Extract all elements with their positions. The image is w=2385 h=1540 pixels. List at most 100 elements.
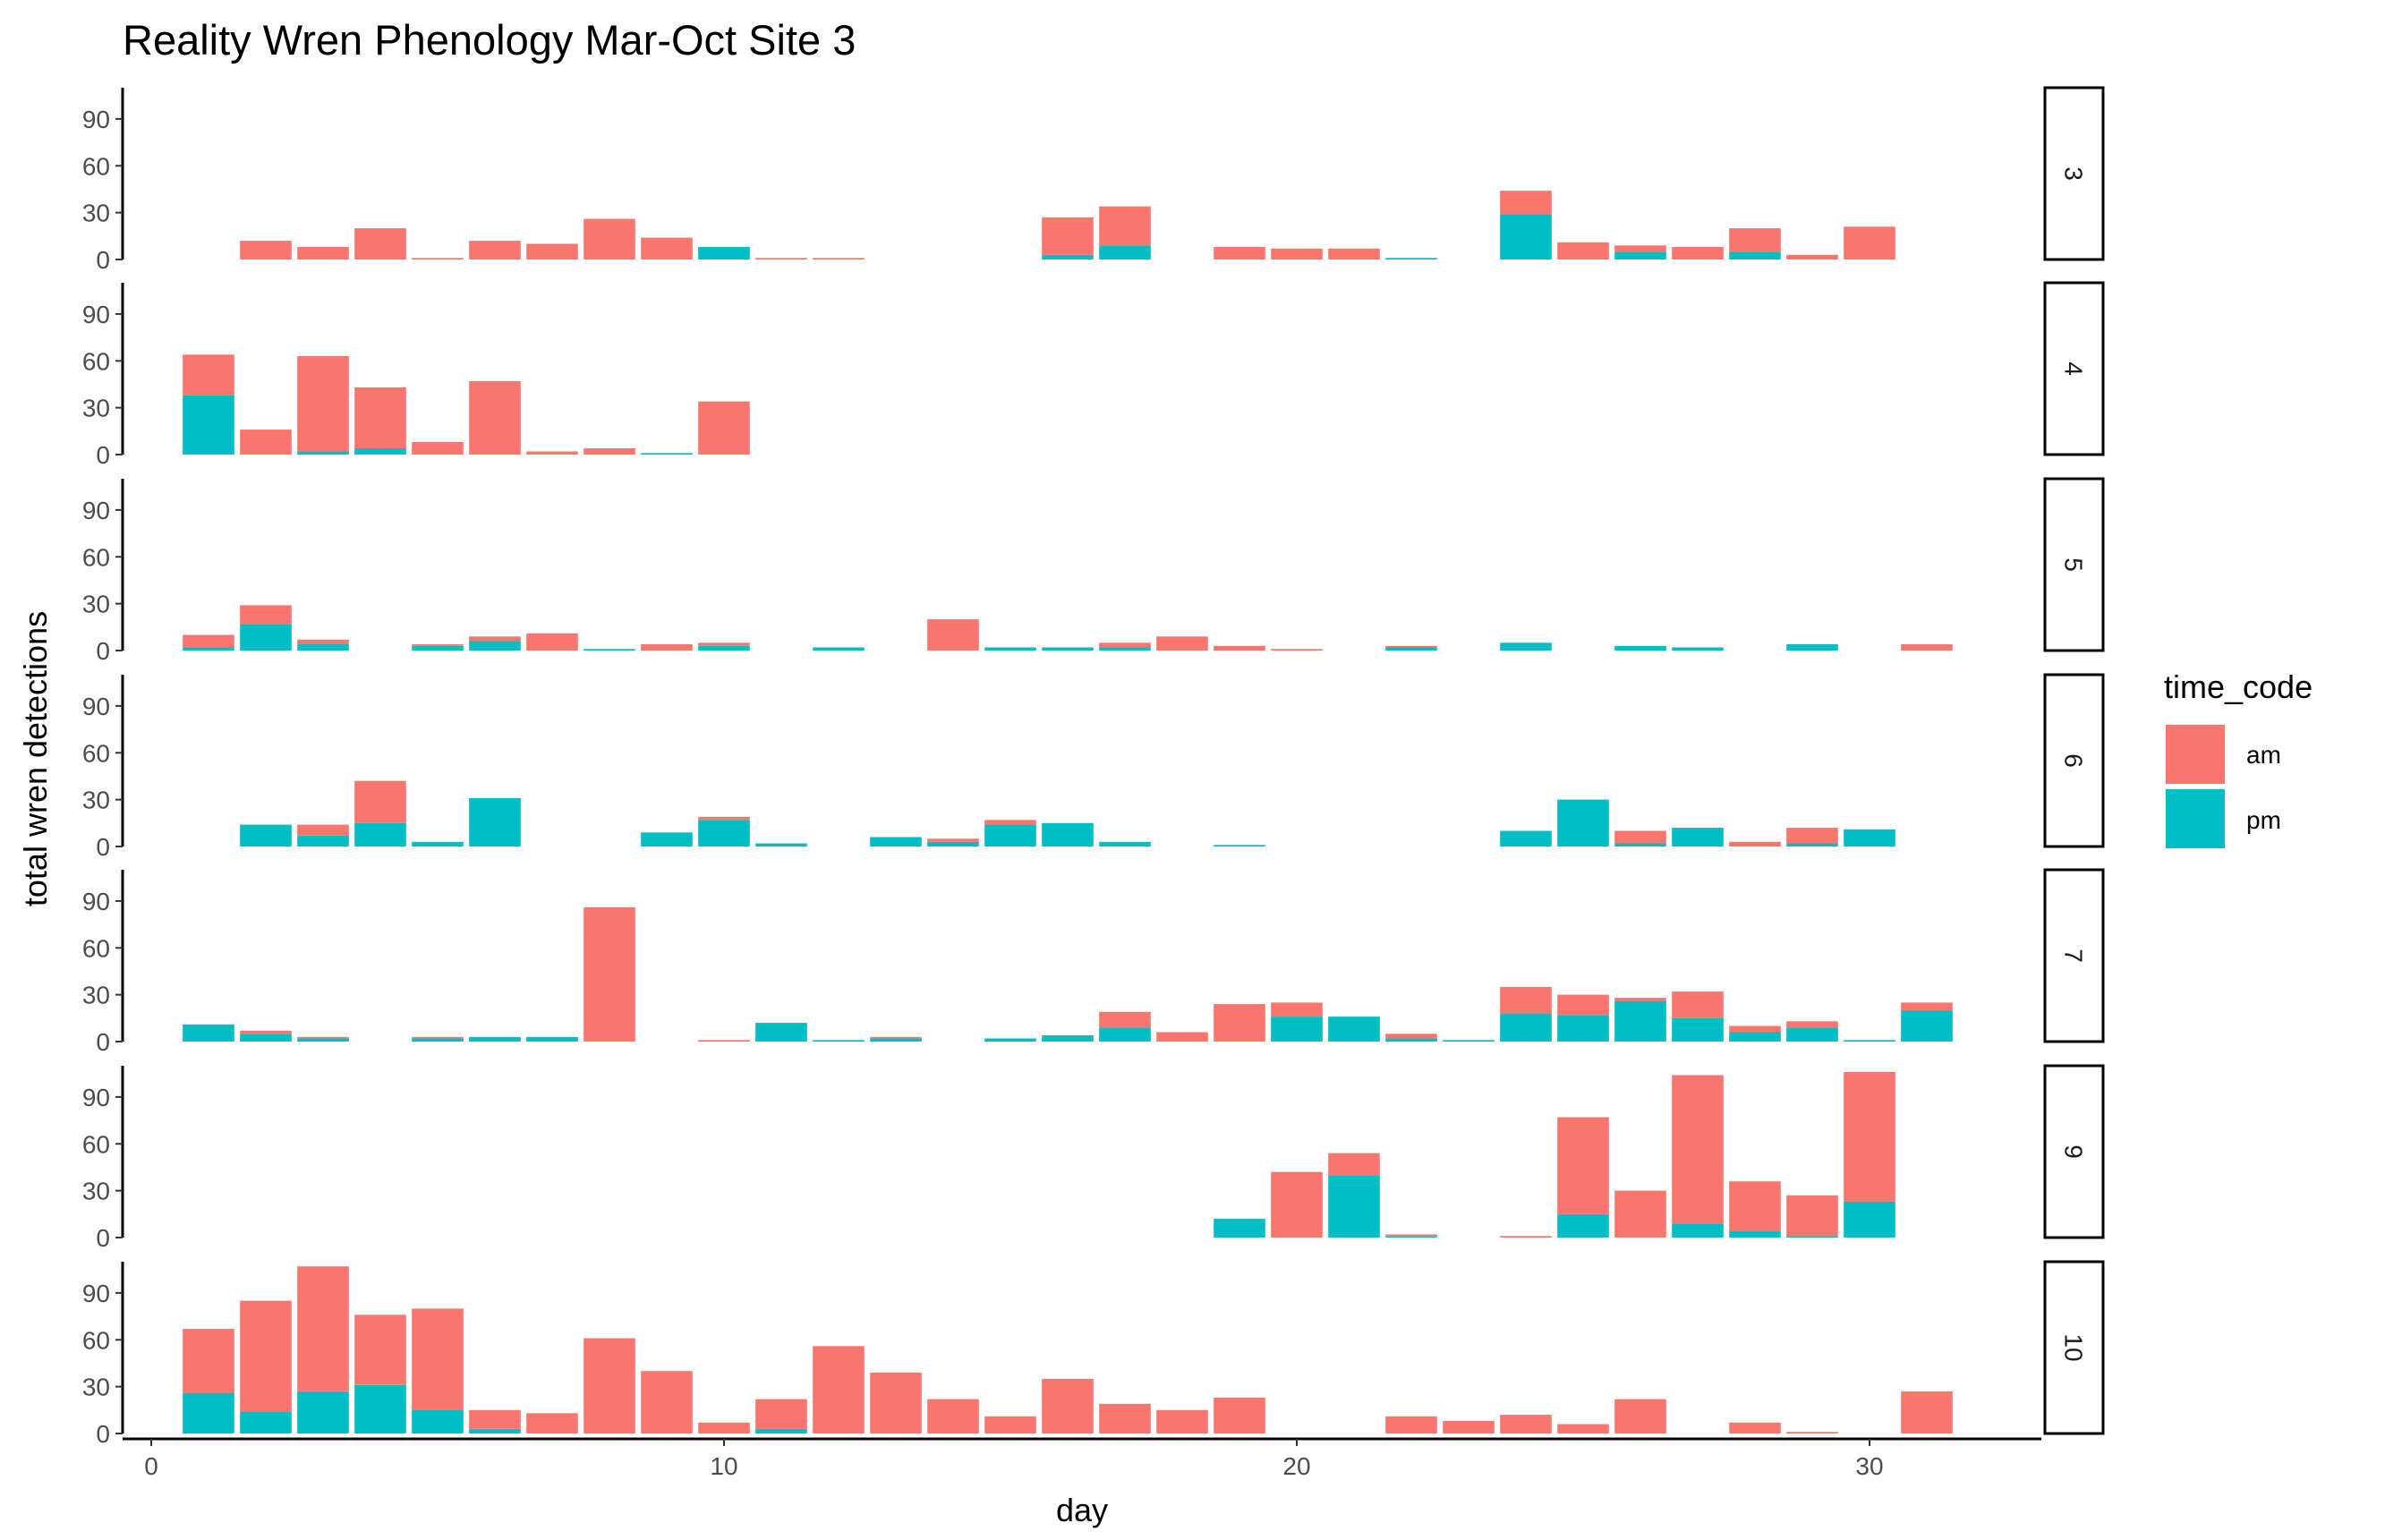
bar-pm-month-6-day-2 (240, 824, 292, 847)
bar-pm-month-7-day-23 (1443, 1040, 1495, 1042)
bar-am-month-4-day-3 (297, 356, 349, 452)
legend-label-am: am (2246, 741, 2281, 769)
bar-pm-month-7-day-22 (1385, 1038, 1437, 1042)
facet-strip (2043, 1260, 2105, 1435)
bar-am-month-3-day-6 (469, 241, 521, 260)
bar-am-month-7-day-27 (1672, 991, 1724, 1018)
bar-pm-month-5-day-12 (813, 647, 865, 651)
bar-pm-month-9-day-29 (1786, 1236, 1838, 1238)
bar-am-month-7-day-19 (1214, 1004, 1265, 1042)
bar-am-month-10-day-7 (526, 1413, 578, 1434)
bar-am-month-6-day-10 (698, 816, 750, 821)
bar-pm-month-6-day-29 (1786, 843, 1838, 847)
bar-pm-month-7-day-27 (1672, 1017, 1724, 1042)
bar-pm-month-5-day-17 (1099, 647, 1151, 651)
y-tick-label: 0 (96, 441, 110, 469)
bar-am-month-4-day-6 (469, 381, 521, 455)
panel-month-10: 0 30 60 90 10 (82, 1260, 2105, 1448)
y-tick-label: 90 (82, 1084, 110, 1111)
bar-pm-month-3-day-17 (1099, 245, 1151, 260)
facet-strip (2043, 477, 2105, 652)
bar-pm-month-10-day-5 (412, 1409, 464, 1434)
bar-am-month-9-day-27 (1672, 1075, 1724, 1224)
bar-am-month-10-day-4 (354, 1315, 406, 1385)
bar-pm-month-5-day-29 (1786, 644, 1838, 651)
bar-am-month-7-day-13 (870, 1036, 922, 1039)
bar-am-month-10-day-8 (583, 1338, 635, 1434)
bar-pm-month-3-day-10 (698, 247, 750, 260)
bar-am-month-7-day-5 (412, 1036, 464, 1039)
bar-pm-month-5-day-2 (240, 624, 292, 651)
bar-pm-month-7-day-7 (526, 1036, 578, 1042)
bar-am-month-4-day-7 (526, 451, 578, 455)
bar-am-month-9-day-26 (1614, 1190, 1666, 1238)
bar-pm-month-4-day-3 (297, 451, 349, 455)
bar-am-month-4-day-8 (583, 448, 635, 455)
bar-pm-month-5-day-10 (698, 645, 750, 651)
x-tick-label: 0 (144, 1452, 158, 1480)
bar-am-month-10-day-12 (813, 1346, 865, 1434)
bar-am-month-5-day-19 (1214, 645, 1265, 651)
bar-pm-month-6-day-24 (1500, 830, 1552, 847)
bar-am-month-5-day-18 (1156, 636, 1208, 651)
y-tick-label: 30 (82, 591, 110, 618)
bar-pm-month-6-day-15 (984, 824, 1036, 847)
y-tick-label: 30 (82, 787, 110, 814)
bar-pm-month-6-day-13 (870, 837, 922, 847)
bar-am-month-3-day-17 (1099, 206, 1151, 246)
x-tick-label: 10 (710, 1452, 737, 1480)
bar-pm-month-10-day-2 (240, 1411, 292, 1434)
bar-pm-month-6-day-6 (469, 797, 521, 847)
bar-pm-month-10-day-1 (183, 1392, 234, 1434)
bar-pm-month-7-day-1 (183, 1024, 234, 1042)
y-tick-label: 90 (82, 888, 110, 915)
bar-am-month-10-day-13 (870, 1372, 922, 1434)
facet-strip (2043, 281, 2105, 456)
bar-am-month-5-day-9 (641, 644, 693, 651)
bar-pm-month-7-day-5 (412, 1038, 464, 1042)
bar-am-month-7-day-18 (1156, 1032, 1208, 1042)
bar-am-month-9-day-21 (1328, 1153, 1380, 1176)
bar-pm-month-6-day-25 (1557, 799, 1609, 847)
bar-am-month-3-day-3 (297, 247, 349, 260)
facet-strip-label: 10 (2060, 1333, 2088, 1361)
bar-am-month-10-day-28 (1729, 1422, 1781, 1434)
panel-month-9: 0 30 60 90 9 (82, 1064, 2105, 1252)
panel-month-7: 0 30 60 90 7 (82, 868, 2105, 1056)
bar-pm-month-7-day-3 (297, 1038, 349, 1042)
bar-pm-month-6-day-17 (1099, 841, 1151, 847)
bar-pm-month-6-day-9 (641, 832, 693, 847)
bar-pm-month-7-day-30 (1844, 1040, 1895, 1042)
bar-am-month-5-day-10 (698, 642, 750, 646)
bar-am-month-7-day-31 (1901, 1002, 1953, 1011)
bar-am-month-3-day-8 (583, 218, 635, 260)
bar-am-month-3-day-25 (1557, 242, 1609, 260)
panel-month-5: 0 30 60 90 5 (82, 477, 2105, 665)
legend-key-pm (2166, 789, 2225, 848)
bar-pm-month-6-day-4 (354, 822, 406, 847)
bar-am-month-5-day-2 (240, 605, 292, 625)
bar-pm-month-9-day-21 (1328, 1175, 1380, 1238)
bar-pm-month-10-day-6 (469, 1428, 521, 1434)
bar-pm-month-5-day-22 (1385, 647, 1437, 651)
bar-pm-month-7-day-31 (1901, 1010, 1953, 1042)
bar-am-month-10-day-16 (1042, 1378, 1094, 1434)
bar-pm-month-7-day-28 (1729, 1032, 1781, 1042)
y-tick-label: 90 (82, 693, 110, 720)
bar-am-month-7-day-10 (698, 1040, 750, 1042)
bar-am-month-9-day-28 (1729, 1181, 1781, 1232)
bar-am-month-5-day-7 (526, 633, 578, 651)
facet-strip-label: 3 (2060, 166, 2088, 181)
bar-am-month-3-day-28 (1729, 228, 1781, 252)
legend: time_code am pm (2164, 668, 2313, 848)
bar-am-month-9-day-22 (1385, 1234, 1437, 1237)
bar-pm-month-6-day-19 (1214, 845, 1265, 847)
bar-pm-month-6-day-5 (412, 841, 464, 847)
y-tick-label: 0 (96, 833, 110, 861)
bar-pm-month-7-day-13 (870, 1038, 922, 1042)
bar-pm-month-9-day-19 (1214, 1219, 1265, 1238)
bar-am-month-7-day-20 (1271, 1002, 1323, 1017)
y-tick-label: 0 (96, 246, 110, 274)
bar-am-month-3-day-7 (526, 243, 578, 260)
x-axis-title: day (1056, 1492, 1108, 1528)
